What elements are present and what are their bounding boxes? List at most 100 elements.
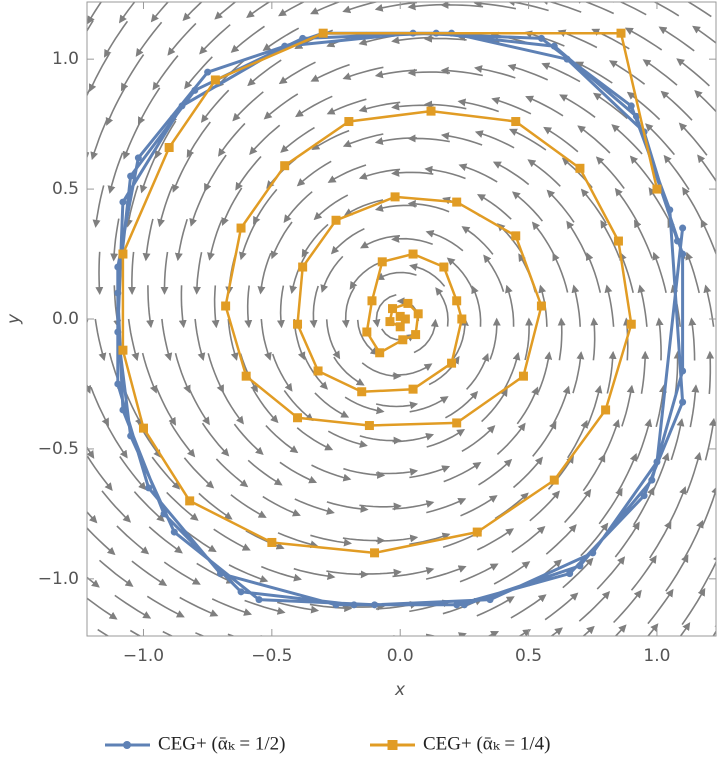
stream-line xyxy=(141,352,158,394)
stream-line xyxy=(487,631,500,636)
stream-line xyxy=(278,61,316,85)
stream-line xyxy=(232,91,264,122)
point xyxy=(255,596,263,604)
stream-line xyxy=(518,253,537,293)
stream-line xyxy=(541,62,581,83)
stream-line xyxy=(648,187,672,225)
point xyxy=(293,319,303,329)
stream-line xyxy=(311,129,350,151)
stream-line xyxy=(647,623,659,636)
stream-line xyxy=(179,596,219,617)
stream-line xyxy=(578,591,611,622)
stream-line xyxy=(571,284,581,327)
stream-line xyxy=(220,388,244,425)
stream-line xyxy=(407,134,450,143)
point xyxy=(313,366,323,376)
point xyxy=(679,224,687,232)
stream-line xyxy=(703,284,715,327)
stream-line xyxy=(681,587,706,626)
stream-line xyxy=(207,219,223,261)
stream-line xyxy=(673,350,682,394)
stream-line xyxy=(706,350,715,394)
stream-line xyxy=(211,285,220,329)
point xyxy=(362,327,372,337)
point xyxy=(589,549,597,557)
stream-line xyxy=(608,60,646,85)
point xyxy=(344,117,354,127)
stream-line xyxy=(131,560,168,586)
stream-line xyxy=(104,20,129,58)
stream-line xyxy=(311,464,352,482)
stream-line xyxy=(465,353,490,390)
stream-line xyxy=(82,218,85,260)
stream-line xyxy=(246,2,271,19)
stream-line xyxy=(613,589,642,624)
stream-line xyxy=(239,220,258,261)
stream-line xyxy=(647,588,674,625)
stream-line xyxy=(361,362,402,381)
stream-line xyxy=(342,2,380,14)
stream-line xyxy=(162,630,174,636)
stream-line xyxy=(278,2,306,17)
stream-line xyxy=(296,427,334,451)
stream-line xyxy=(704,417,716,461)
stream-line xyxy=(546,189,575,223)
y-axis-label: y xyxy=(4,313,24,325)
stream-line xyxy=(440,132,483,146)
stream-line xyxy=(685,251,700,294)
stream-line xyxy=(95,251,104,295)
point xyxy=(408,384,418,394)
stream-line xyxy=(169,422,196,458)
point xyxy=(332,601,340,609)
stream-line xyxy=(626,91,661,121)
stream-line xyxy=(201,422,230,457)
point xyxy=(457,314,467,324)
stream-line xyxy=(87,597,118,620)
stream-line xyxy=(595,156,625,189)
point xyxy=(626,319,636,329)
stream-line xyxy=(270,221,293,260)
stream-line xyxy=(359,502,402,511)
point xyxy=(511,117,521,127)
stream-line xyxy=(207,353,224,394)
stream-line xyxy=(375,401,419,410)
stream-line xyxy=(489,317,501,360)
stream-line xyxy=(392,432,435,443)
stream-line xyxy=(146,595,185,618)
point xyxy=(648,476,656,484)
stream-line xyxy=(634,219,653,259)
stream-line xyxy=(87,576,100,588)
legend-label: CEG+ (ᾱₖ = 1/4) xyxy=(423,733,551,754)
stream-line xyxy=(640,2,680,17)
point xyxy=(653,458,661,466)
stream-line xyxy=(392,363,433,376)
stream-line xyxy=(607,2,647,16)
point xyxy=(511,231,521,241)
stream-line xyxy=(544,592,579,621)
stream-line xyxy=(230,25,265,53)
stream-line xyxy=(289,253,307,294)
stream-line xyxy=(326,501,369,513)
stream-line xyxy=(580,522,609,557)
stream-line xyxy=(585,252,602,293)
stream-line xyxy=(221,187,243,226)
stream-line xyxy=(245,530,285,550)
point xyxy=(390,192,400,202)
stream-line xyxy=(540,2,582,13)
point xyxy=(127,432,135,440)
stream-line xyxy=(443,462,482,483)
point xyxy=(627,102,635,110)
stream-line xyxy=(473,2,517,10)
point xyxy=(114,380,122,388)
stream-line xyxy=(233,423,264,456)
stream-line xyxy=(502,351,521,392)
point xyxy=(221,301,231,311)
stream-line xyxy=(211,598,253,616)
axes: −1.0 −0.5 0.0 0.5 1.0 −1.0 −0.5 0.0 0.5 1.0 xyxy=(38,2,716,666)
stream-line xyxy=(174,218,188,262)
stream-line xyxy=(198,492,233,520)
point xyxy=(160,510,168,518)
point xyxy=(267,537,277,547)
stream-line xyxy=(477,194,512,220)
stream-line xyxy=(392,500,435,510)
